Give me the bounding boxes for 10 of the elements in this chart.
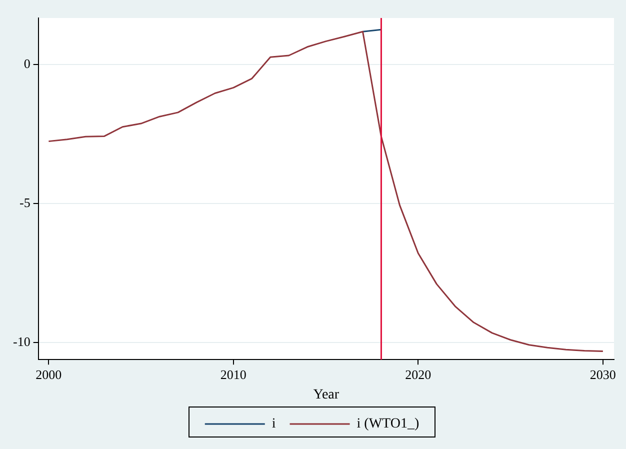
x-tick-label: 2020 bbox=[405, 366, 432, 382]
legend-label: i (WTO1_) bbox=[356, 416, 420, 432]
x-tick-label: 2010 bbox=[220, 366, 246, 382]
x-tick-label: 2000 bbox=[36, 366, 62, 382]
x-axis-title: Year bbox=[313, 387, 340, 402]
legend-label: i bbox=[272, 416, 276, 432]
y-tick-label: -5 bbox=[19, 194, 30, 210]
x-tick-label: 2030 bbox=[590, 366, 616, 382]
y-tick-label: -10 bbox=[12, 334, 30, 349]
y-tick-label: 0 bbox=[24, 56, 30, 72]
